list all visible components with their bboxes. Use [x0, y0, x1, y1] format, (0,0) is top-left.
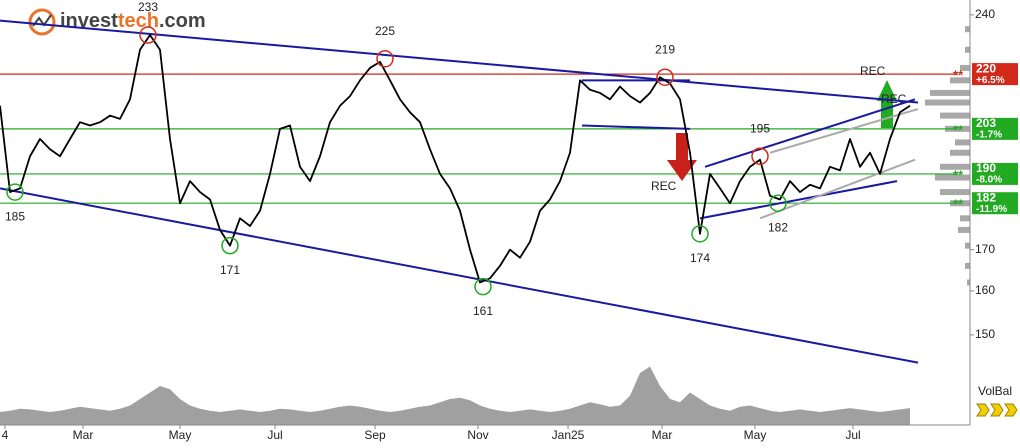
profile-bar [930, 89, 970, 96]
level-box [972, 117, 1018, 140]
trend-line [0, 187, 919, 364]
level-box [972, 192, 1018, 215]
x-tick-label: Jul [845, 428, 860, 442]
trend-line [769, 108, 919, 154]
profile-bar [965, 242, 970, 249]
icon [976, 403, 990, 417]
trend-line [581, 124, 691, 130]
trend-line [704, 98, 916, 168]
pivot-label: 219 [655, 42, 675, 56]
x-tick-label: May [169, 428, 192, 442]
profile-bar [965, 26, 970, 33]
profile-bar [935, 174, 970, 181]
arrow [676, 133, 688, 161]
icon [990, 403, 1004, 417]
profile-bar [960, 64, 970, 71]
pivot-label: 225 [375, 24, 395, 38]
level-box [972, 63, 1018, 86]
level-change: -1.7% [976, 130, 1002, 141]
trend-line [699, 180, 898, 220]
level-box [972, 162, 1018, 185]
level-value: 220 [976, 61, 996, 75]
pivot-label: 171 [220, 263, 240, 277]
level-value: 190 [976, 161, 996, 175]
profile-bar [950, 149, 970, 156]
trend-line [759, 158, 916, 220]
profile-bar [950, 77, 970, 84]
trend-line [0, 19, 919, 104]
pivot-label: 161 [473, 304, 493, 318]
x-tick-label: Jul [267, 428, 282, 442]
price-line [0, 34, 911, 284]
profile-bar [940, 112, 970, 119]
y-tick-label: 160 [975, 283, 995, 297]
logo-icon [28, 8, 56, 36]
pivot-circle [751, 147, 769, 165]
signal-up: REC REC [860, 64, 907, 128]
signal-down: REC [651, 133, 697, 193]
profile-bar [940, 163, 970, 170]
pivot-label: 174 [690, 251, 710, 265]
pivot-label: 185 [5, 209, 25, 223]
pivot-circle [474, 277, 492, 296]
profile-bar [950, 200, 970, 207]
signal-label: REC [860, 64, 886, 78]
pivot-circle [139, 26, 157, 44]
arrow [667, 160, 697, 181]
profile-bar [967, 279, 970, 286]
level-value: 182 [976, 190, 996, 204]
level-change: -8.0% [976, 175, 1002, 186]
x-tick-label: Mar [73, 428, 94, 442]
level-change: +6.5% [976, 75, 1005, 86]
logo-part: .com [159, 10, 206, 32]
x-tick-label: May [744, 428, 767, 442]
profile-bar [965, 262, 970, 269]
pivot-label: 182 [768, 220, 788, 234]
y-tick-label: 150 [975, 327, 995, 341]
x-tick-label: Mar [652, 428, 673, 442]
pivot-circle [221, 236, 239, 255]
pivot-circle [656, 68, 674, 86]
pivot-circle [376, 50, 394, 68]
y-tick-label: 170 [975, 242, 995, 256]
arrow [877, 80, 897, 101]
profile-bar [965, 46, 970, 53]
volbal-icons [976, 403, 1018, 417]
x-tick-label: 4 [2, 428, 9, 442]
level-marker: ** [953, 122, 964, 137]
profile-bar [940, 189, 970, 196]
x-tick-label: Sep [364, 428, 386, 442]
volume-label: VolBal [978, 384, 1012, 398]
pivot-circle [6, 183, 24, 201]
y-tick-label: 240 [975, 7, 995, 21]
pivot-label: 195 [750, 121, 770, 135]
pivot-circle [769, 194, 787, 212]
signal-label: REC [651, 179, 677, 193]
logo-icon [32, 14, 52, 27]
level-value: 203 [976, 116, 996, 130]
volume-area [0, 366, 910, 425]
pivot-label: 233 [138, 0, 158, 14]
profile-bar [925, 99, 970, 106]
profile-bar [960, 215, 970, 222]
x-tick-label: Nov [467, 428, 488, 442]
level-marker: ** [953, 68, 964, 83]
profile-bar [958, 226, 970, 233]
level-marker: ** [953, 197, 964, 212]
x-tick-label: Jan25 [552, 428, 585, 442]
level-change: -11.9% [976, 204, 1007, 215]
level-marker: ** [953, 167, 964, 182]
signal-label: REC [881, 92, 907, 106]
pivot-circle [691, 225, 709, 243]
logo-text: investtech.com [60, 10, 206, 32]
icon [1004, 403, 1018, 417]
profile-bar [955, 139, 970, 146]
